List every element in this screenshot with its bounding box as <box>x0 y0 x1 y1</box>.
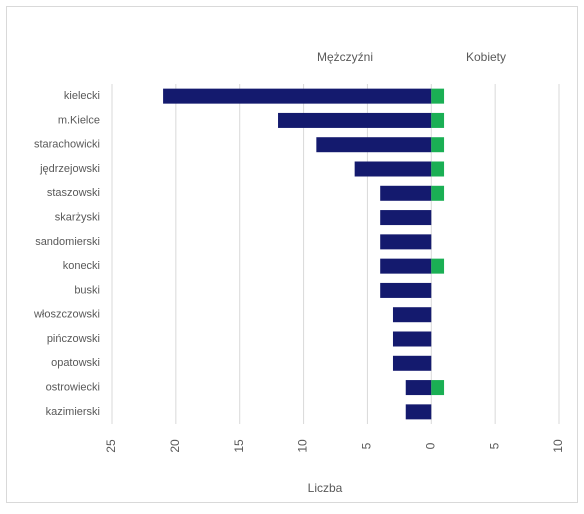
bar <box>380 258 432 274</box>
bar <box>431 112 445 128</box>
y-tick-label: skarżyski <box>55 211 100 223</box>
bar <box>354 161 432 177</box>
y-tick-label: włoszczowski <box>33 309 100 321</box>
bar <box>380 234 432 250</box>
bar <box>431 380 445 396</box>
bar <box>380 185 432 201</box>
y-tick-label: staszowski <box>47 187 100 199</box>
bar <box>431 137 445 153</box>
x-tick-label: 20 <box>168 439 182 453</box>
y-tick-label: kielecki <box>64 90 100 102</box>
x-tick-label: 25 <box>104 439 118 453</box>
chart-border <box>6 6 578 503</box>
y-tick-label: konecki <box>63 260 100 272</box>
bar <box>405 404 432 420</box>
y-tick-label: m.Kielce <box>58 114 100 126</box>
bar <box>431 88 445 104</box>
legend-label: Kobiety <box>466 50 506 64</box>
x-tick-label: 15 <box>232 439 246 453</box>
bar <box>431 161 445 177</box>
bar <box>316 137 432 153</box>
y-tick-label: sandomierski <box>35 236 100 248</box>
y-tick-label: opatowski <box>51 357 100 369</box>
y-tick-label: ostrowiecki <box>46 381 100 393</box>
bar <box>392 331 432 347</box>
legend-label: Mężczyźni <box>317 50 373 64</box>
y-tick-label: buski <box>74 284 100 296</box>
x-tick-label: 10 <box>296 439 310 453</box>
bar <box>278 112 432 128</box>
y-tick-label: pińczowski <box>47 333 100 345</box>
x-tick-label: 5 <box>487 442 501 449</box>
y-tick-label: kazimierski <box>46 406 100 418</box>
x-tick-label: 10 <box>551 439 565 453</box>
bar <box>380 210 432 226</box>
bar <box>431 185 445 201</box>
bar <box>431 258 445 274</box>
x-tick-label: 5 <box>360 442 374 449</box>
bar <box>163 88 432 104</box>
bar <box>392 307 432 323</box>
bar <box>405 380 432 396</box>
y-tick-label: starachowicki <box>34 139 100 151</box>
bar <box>392 355 432 371</box>
x-axis-title: Liczba <box>308 481 343 495</box>
x-tick-label: 0 <box>423 442 437 449</box>
bar <box>380 282 432 298</box>
y-tick-label: jędrzejowski <box>39 163 100 175</box>
